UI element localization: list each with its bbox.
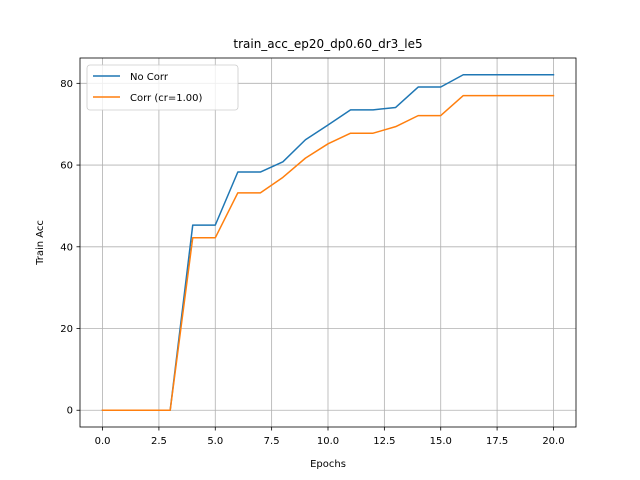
chart-title: train_acc_ep20_dp0.60_dr3_le5 bbox=[233, 37, 422, 51]
y-tick-label: 80 bbox=[60, 79, 73, 90]
x-tick-label: 0.0 bbox=[95, 436, 111, 447]
legend-label-1: No Corr bbox=[130, 72, 169, 83]
legend: No Corr Corr (cr=1.00) bbox=[86, 64, 239, 111]
x-tick-label: 17.5 bbox=[486, 436, 508, 447]
series-lines bbox=[101, 74, 555, 411]
x-tick-label: 5.0 bbox=[207, 436, 223, 447]
x-tick-label: 2.5 bbox=[151, 436, 167, 447]
legend-box bbox=[86, 64, 239, 111]
y-tick-label: 40 bbox=[60, 242, 73, 253]
x-tick-label: 12.5 bbox=[373, 436, 395, 447]
series-line-2 bbox=[101, 94, 555, 411]
y-tick-label: 0 bbox=[67, 406, 73, 417]
x-tick-label: 7.5 bbox=[264, 436, 280, 447]
y-axis-ticks: 0 20 40 60 80 bbox=[60, 79, 80, 417]
grid bbox=[80, 58, 576, 427]
y-tick-label: 60 bbox=[60, 161, 73, 172]
y-axis-label: Train Acc bbox=[35, 220, 46, 266]
x-tick-label: 20.0 bbox=[542, 436, 564, 447]
x-tick-label: 10.0 bbox=[317, 436, 339, 447]
x-axis-ticks: 0.0 2.5 5.0 7.5 10.0 12.5 15.0 17.5 20.0 bbox=[95, 427, 565, 447]
x-axis-label: Epochs bbox=[310, 459, 346, 470]
y-tick-label: 20 bbox=[60, 324, 73, 335]
legend-label-2: Corr (cr=1.00) bbox=[130, 93, 202, 104]
x-tick-label: 15.0 bbox=[430, 436, 452, 447]
